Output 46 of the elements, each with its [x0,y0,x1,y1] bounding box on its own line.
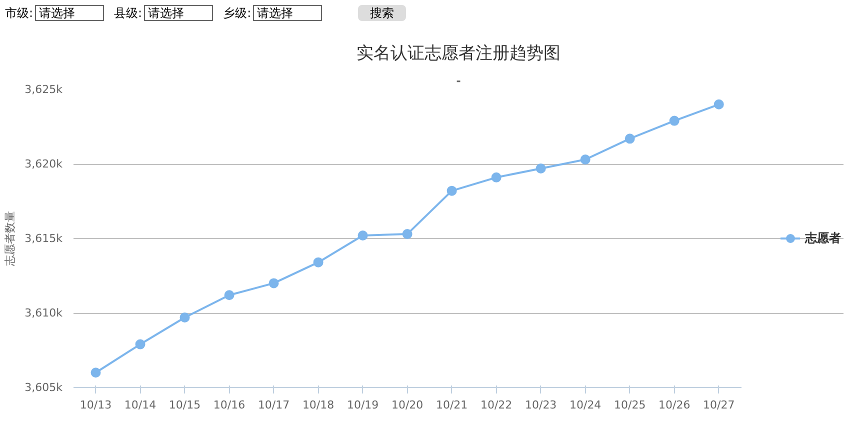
point [402,229,412,240]
x-tick-label: 10/20 [391,398,424,412]
y-tick-label: 3,625k [24,83,64,96]
point [90,368,101,378]
text: 请选择 [35,5,104,21]
x-tick-label: 10/13 [80,398,112,412]
y-axis-title: 志愿者数量 [4,211,17,266]
legend-label: 志愿者 [805,230,841,246]
point [580,154,590,165]
text: 请选择 [144,5,214,21]
point [180,312,190,322]
text: 县级: [114,6,142,20]
x-tick-label: 10/24 [570,398,602,412]
text: 搜索 [358,5,406,21]
point [313,257,324,268]
x-tick-label: 10/27 [703,398,735,412]
chart-subtitle: - [456,74,461,88]
x-tick-label: 10/14 [124,398,156,412]
y-tick-label: 3,610k [24,306,64,320]
x-tick-label: 10/15 [168,398,201,412]
point [268,278,279,288]
point [669,116,680,126]
x-tick-label: 10/25 [614,398,646,412]
y-tick-label: 3,615k [24,232,64,245]
x-tick-label: 10/17 [258,398,290,412]
point [624,134,635,144]
y-tick-label: 3,605k [24,381,64,394]
x-tick-label: 10/23 [524,398,557,412]
text: 市级: [5,6,34,20]
x-tick-label: 10/16 [213,398,246,412]
text: 乡级: [223,6,252,20]
point [358,230,368,241]
point [224,290,234,300]
x-tick-label: 10/21 [436,398,468,412]
y-tick-label: 3,620k [24,158,64,170]
point [536,163,546,174]
x-tick-label: 10/19 [346,398,379,412]
x-tick-label: 10/18 [302,398,334,412]
point [714,99,724,110]
point [135,339,146,350]
text: 请选择 [253,5,322,21]
x-tick-label: 10/22 [480,398,512,412]
point [491,172,502,182]
chart-title: 实名认证志愿者注册趋势图 [356,44,560,64]
x-tick-label: 10/26 [658,398,690,412]
point [446,186,457,196]
